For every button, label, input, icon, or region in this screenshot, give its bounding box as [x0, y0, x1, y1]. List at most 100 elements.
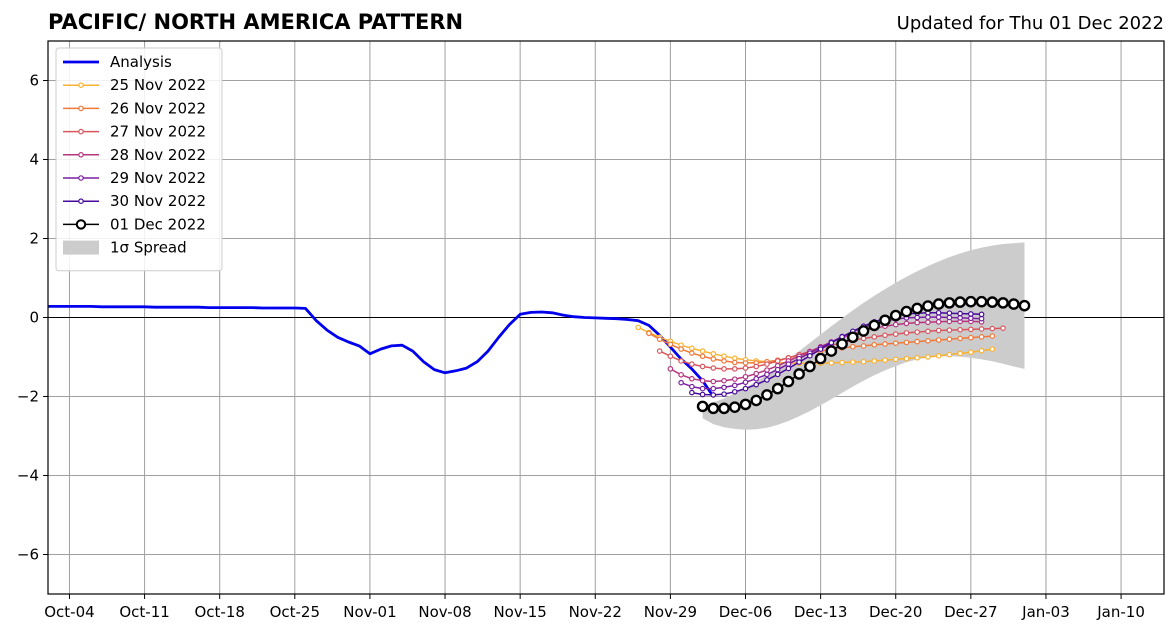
x-tick-label: Nov-01 — [343, 603, 396, 621]
data-point — [699, 385, 706, 392]
data-point — [764, 377, 770, 383]
data-point — [871, 358, 878, 364]
y-tick-label: −4 — [17, 467, 39, 485]
data-point — [689, 383, 695, 390]
data-point — [978, 315, 985, 322]
data-point — [742, 379, 749, 386]
data-point — [850, 359, 856, 365]
data-point — [989, 325, 996, 332]
data-point — [989, 333, 996, 339]
data-point — [892, 340, 899, 346]
data-point — [903, 355, 910, 362]
data-point — [1000, 325, 1006, 331]
data-point — [935, 353, 942, 359]
data-point — [935, 319, 942, 325]
data-point — [968, 326, 974, 333]
data-point — [817, 346, 824, 352]
x-tick-label: Dec-06 — [719, 603, 773, 621]
x-tick-label: Nov-15 — [493, 603, 546, 621]
data-point — [689, 345, 695, 352]
data-point — [804, 360, 816, 373]
data-point — [892, 356, 899, 363]
legend-label: 29 Nov 2022 — [110, 169, 206, 187]
data-point — [914, 354, 920, 361]
data-point — [678, 379, 684, 386]
data-point — [975, 295, 988, 308]
data-point — [753, 370, 760, 377]
data-point — [882, 357, 888, 363]
x-tick-label: Jan-10 — [1096, 603, 1145, 621]
data-point — [721, 391, 727, 397]
data-point — [774, 371, 781, 378]
data-point — [978, 326, 985, 332]
data-point — [986, 296, 999, 308]
data-point — [721, 366, 727, 372]
data-point — [935, 309, 942, 316]
data-point — [882, 341, 888, 347]
data-point — [925, 328, 931, 335]
data-point — [892, 331, 899, 337]
x-tick-label: Oct-25 — [270, 603, 320, 621]
data-point — [785, 361, 792, 367]
data-point — [785, 365, 792, 372]
data-point — [699, 391, 706, 398]
data-point — [731, 366, 738, 372]
data-point — [699, 353, 706, 360]
legend-marker — [78, 198, 84, 205]
data-point — [782, 375, 795, 388]
legend-label: 28 Nov 2022 — [110, 146, 206, 164]
data-point — [699, 377, 706, 384]
data-point — [946, 336, 953, 343]
legend-label: 25 Nov 2022 — [110, 76, 206, 94]
data-point — [771, 382, 784, 395]
data-point — [946, 351, 953, 358]
data-point — [850, 343, 856, 350]
data-point — [710, 378, 717, 385]
data-point — [957, 335, 963, 342]
data-point — [753, 381, 760, 388]
data-point — [721, 353, 727, 360]
legend-marker — [78, 152, 84, 158]
series-6 — [689, 309, 985, 398]
data-point — [707, 402, 720, 415]
data-point — [968, 349, 974, 356]
data-point — [739, 398, 752, 411]
x-tick-label: Oct-18 — [194, 603, 244, 621]
data-point — [699, 348, 706, 354]
y-tick-label: −2 — [17, 388, 39, 406]
data-point — [847, 331, 859, 344]
data-point — [689, 375, 695, 382]
data-point — [871, 341, 878, 348]
data-point — [857, 325, 870, 337]
data-point — [764, 371, 770, 378]
x-tick-label: Oct-11 — [119, 603, 169, 621]
x-tick-label: Dec-13 — [794, 603, 848, 621]
data-point — [710, 356, 717, 362]
data-point — [946, 310, 953, 316]
data-point — [1018, 299, 1031, 312]
data-point — [814, 352, 827, 365]
data-point — [742, 360, 749, 366]
data-point — [946, 327, 953, 333]
data-point — [635, 324, 641, 331]
data-point — [656, 336, 663, 343]
legend-marker — [78, 128, 84, 135]
data-point — [807, 353, 813, 359]
data-point — [764, 367, 770, 373]
data-point — [1007, 298, 1020, 310]
data-point — [839, 359, 845, 366]
data-point — [925, 338, 931, 344]
legend-label: 1σ Spread — [110, 239, 187, 257]
data-point — [978, 334, 985, 340]
data-point — [997, 297, 1009, 309]
data-point — [696, 400, 709, 413]
x-tick-label: Dec-20 — [869, 603, 923, 621]
data-point — [943, 297, 956, 309]
legend-marker — [78, 105, 84, 112]
data-point — [750, 394, 763, 407]
legend-spread-swatch — [63, 240, 99, 255]
data-point — [689, 389, 695, 396]
x-axis: Oct-04 Oct-11 Oct-18 Oct-25 Nov-01 Nov-08 Nov-… — [44, 594, 1145, 621]
data-point — [903, 330, 910, 336]
legend-label: 30 Nov 2022 — [110, 192, 206, 210]
